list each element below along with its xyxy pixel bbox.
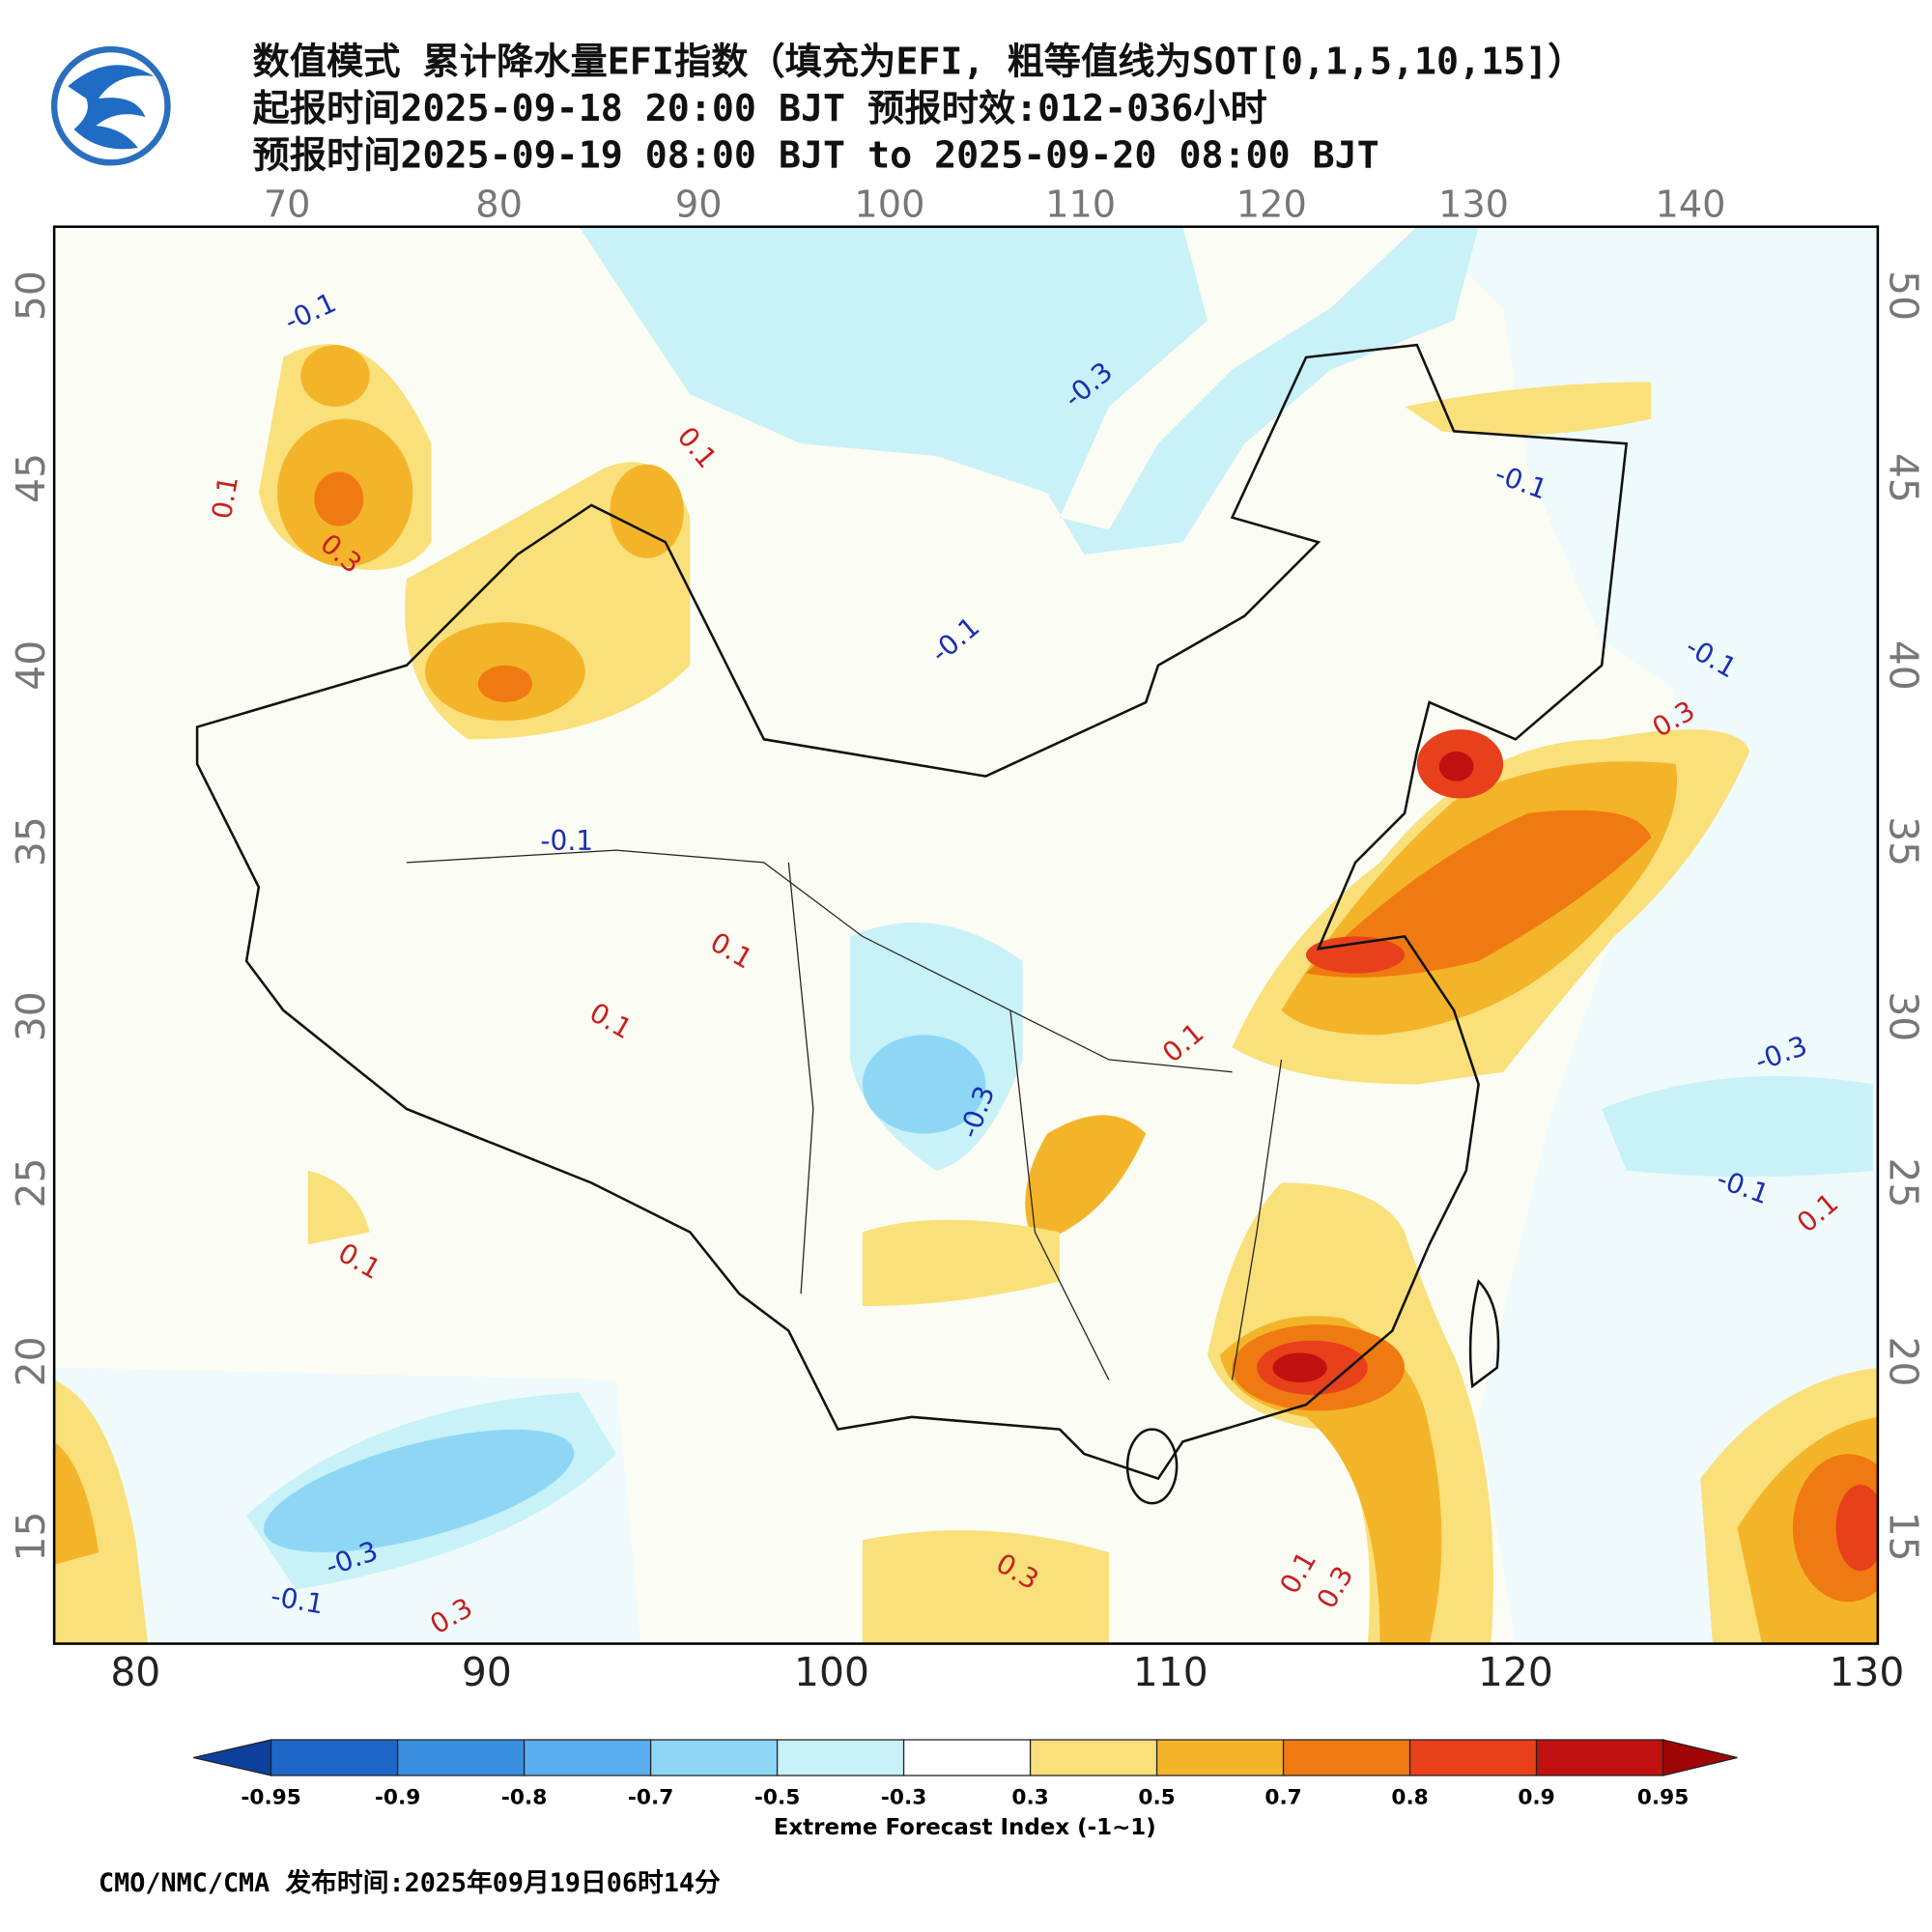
colorbar-box [902,1739,1032,1776]
footer: CMO/NMC/CMA 发布时间:2025年09月19日06时14分 [99,1867,721,1898]
lat-tick-label: 50 [8,270,54,321]
lat-tick-label: 25 [8,1158,54,1208]
lon-tick-label: 70 [264,183,311,226]
colorbar-box [776,1739,905,1776]
lon-tick-label: 120 [1478,1649,1553,1695]
colorbar-tick-label: 0.8 [1391,1785,1428,1809]
lon-tick-label: 90 [675,183,723,226]
lon-tick-label: 130 [1438,183,1509,226]
colorbar-tick-label: -0.7 [628,1785,673,1809]
lon-tick-label: 140 [1655,183,1725,226]
colorbar-tick-label: -0.3 [881,1785,926,1809]
logo [50,45,171,166]
colorbar-tick-label: -0.9 [375,1785,420,1809]
colorbar-tick-label: 0.7 [1264,1785,1301,1809]
lon-tick-label: 100 [854,183,924,226]
colorbar-triangle [193,1739,272,1776]
colorbar-box [1535,1739,1664,1776]
title-line: 起报时间2025-09-18 20:00 BJT 预报时效:012-036小时 [252,87,1266,130]
contour-label: 0.1 [206,473,244,522]
lat-tick-label: 15 [1881,1512,1927,1562]
lat-tick-label: 35 [8,816,54,867]
lon-tick-label: 110 [1045,183,1116,226]
lat-tick-label: 45 [8,453,54,503]
colorbar-tick-label: 0.5 [1138,1785,1175,1809]
colorbar-box [1282,1739,1411,1776]
colorbar-tick-label: -0.5 [754,1785,800,1809]
lat-tick-label: 15 [8,1512,54,1562]
contour-label: -0.1 [540,825,593,857]
map [54,226,1878,1644]
lon-tick-label: 130 [1829,1649,1904,1695]
colorbar-tick-label: 0.95 [1637,1785,1689,1809]
title-line: 预报时间2025-09-19 08:00 BJT to 2025-09-20 0… [252,133,1378,177]
lon-tick-label: 100 [794,1649,869,1695]
colorbar-triangle [1662,1739,1738,1776]
lat-tick-label: 35 [1881,816,1927,867]
map-frame [52,225,1880,1645]
lon-tick-label: 80 [110,1649,160,1695]
lat-tick-label: 20 [1881,1336,1927,1386]
lon-tick-label: 80 [475,183,523,226]
colorbar-box [270,1739,399,1776]
lat-tick-label: 40 [8,640,54,691]
lat-tick-label: 45 [1881,453,1927,503]
colorbar-tick-label: -0.95 [241,1785,300,1809]
colorbar-box [1408,1739,1538,1776]
colorbar-label: Extreme Forecast Index (-1~1) [774,1815,1156,1840]
colorbar-box [523,1739,652,1776]
colorbar-box [396,1739,526,1776]
lat-tick-label: 40 [1881,640,1927,691]
colorbar-tick-label: 0.9 [1518,1785,1554,1809]
colorbar-box [649,1739,779,1776]
colorbar-tick-label: 0.3 [1011,1785,1048,1809]
lat-tick-label: 30 [1881,991,1927,1041]
lat-tick-label: 20 [8,1336,54,1386]
lon-tick-label: 110 [1133,1649,1208,1695]
lon-tick-label: 120 [1236,183,1307,226]
colorbar-tick-label: -0.8 [501,1785,547,1809]
lat-tick-label: 25 [1881,1158,1927,1208]
colorbar-box [1029,1739,1158,1776]
title-line: 数值模式 累计降水量EFI指数（填充为EFI, 粗等值线为SOT[0,1,5,1… [252,41,1584,84]
lon-tick-label: 90 [462,1649,512,1695]
lat-tick-label: 30 [8,991,54,1041]
colorbar-box [1155,1739,1285,1776]
lat-tick-label: 50 [1881,270,1927,321]
